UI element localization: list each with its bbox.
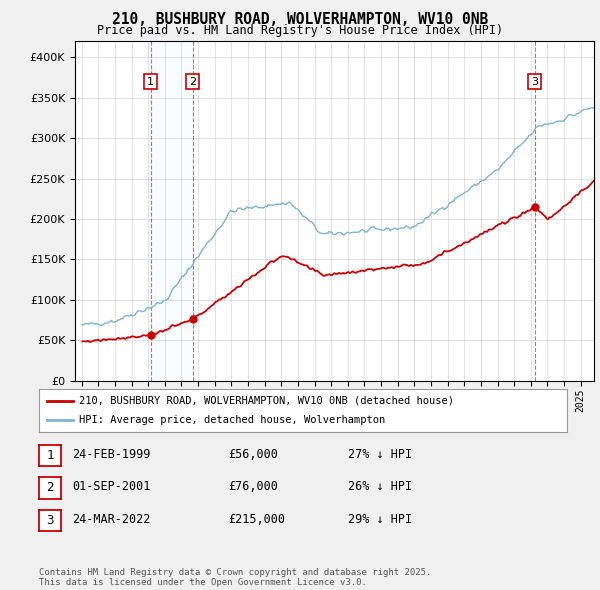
Text: 01-SEP-2001: 01-SEP-2001: [72, 480, 151, 493]
Text: 3: 3: [46, 514, 53, 527]
Text: 24-MAR-2022: 24-MAR-2022: [72, 513, 151, 526]
Text: 3: 3: [531, 77, 538, 87]
Text: 29% ↓ HPI: 29% ↓ HPI: [348, 513, 412, 526]
Text: £76,000: £76,000: [228, 480, 278, 493]
Text: £56,000: £56,000: [228, 448, 278, 461]
Text: 1: 1: [147, 77, 154, 87]
Text: 2: 2: [189, 77, 196, 87]
Text: Price paid vs. HM Land Registry's House Price Index (HPI): Price paid vs. HM Land Registry's House …: [97, 24, 503, 37]
Text: 210, BUSHBURY ROAD, WOLVERHAMPTON, WV10 0NB (detached house): 210, BUSHBURY ROAD, WOLVERHAMPTON, WV10 …: [79, 396, 454, 406]
Text: HPI: Average price, detached house, Wolverhampton: HPI: Average price, detached house, Wolv…: [79, 415, 385, 425]
Text: 26% ↓ HPI: 26% ↓ HPI: [348, 480, 412, 493]
Bar: [151, 41, 193, 381]
Text: 27% ↓ HPI: 27% ↓ HPI: [348, 448, 412, 461]
Text: 2: 2: [46, 481, 53, 494]
Text: 1: 1: [46, 449, 53, 462]
Text: 24-FEB-1999: 24-FEB-1999: [72, 448, 151, 461]
Text: 210, BUSHBURY ROAD, WOLVERHAMPTON, WV10 0NB: 210, BUSHBURY ROAD, WOLVERHAMPTON, WV10 …: [112, 12, 488, 27]
Text: £215,000: £215,000: [228, 513, 285, 526]
Text: Contains HM Land Registry data © Crown copyright and database right 2025.
This d: Contains HM Land Registry data © Crown c…: [39, 568, 431, 587]
